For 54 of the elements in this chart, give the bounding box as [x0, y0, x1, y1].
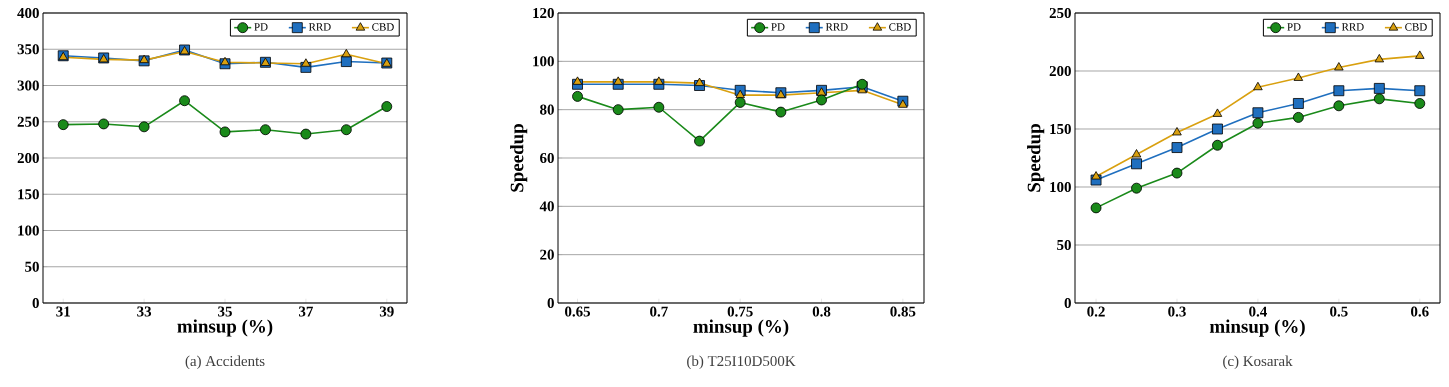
y-tick-label: 120 — [533, 7, 554, 19]
x-axis-title: minsup (%) — [693, 319, 789, 337]
y-tick-label: 0 — [547, 297, 554, 309]
x-axis-title: minsup (%) — [1209, 319, 1305, 337]
x-tick-label: 31 — [56, 306, 70, 317]
legend-label: CBD — [1405, 23, 1427, 31]
x-tick-label: 0.75 — [727, 306, 753, 317]
y-tick-label: 150 — [1050, 123, 1071, 135]
y-tick-label: 100 — [533, 56, 554, 67]
y-tick-label: 200 — [17, 152, 39, 164]
y-tick-label: 200 — [1049, 65, 1071, 77]
legend-label: RRD — [308, 23, 331, 31]
x-tick-label: 0.85 — [890, 306, 916, 317]
y-tick-label: 100 — [18, 225, 39, 236]
legend-label: PD — [254, 23, 268, 31]
y-axis-title: Speedup — [1027, 124, 1045, 192]
y-tick-label: 60 — [540, 152, 554, 164]
y-tick-label: 40 — [539, 201, 554, 212]
x-tick-label: 0.3 — [1168, 306, 1186, 317]
x-tick-label: 33 — [137, 306, 152, 317]
y-tick-label: 250 — [17, 116, 39, 127]
text: (b) T25I10D500K — [687, 355, 796, 370]
x-tick-label: 0.2 — [1087, 306, 1105, 317]
x-axis-title: minsup (%) — [177, 319, 273, 337]
x-tick-label: 35 — [218, 306, 232, 317]
legend-label: PD — [771, 23, 785, 31]
x-tick-label: 0.8 — [812, 306, 831, 317]
y-tick-label: 50 — [25, 261, 39, 272]
x-tick-label: 0.65 — [565, 306, 591, 317]
legend-label: RRD — [825, 23, 848, 31]
x-tick-label: 0.6 — [1411, 306, 1429, 317]
y-tick-label: 50 — [1057, 239, 1071, 251]
y-tick-label: 100 — [1050, 181, 1071, 193]
x-tick-label: 0.7 — [650, 306, 668, 317]
y-tick-label: 150 — [18, 189, 39, 200]
y-tick-label: 80 — [540, 104, 554, 115]
y-tick-label: 250 — [1049, 7, 1071, 19]
x-tick-label: 39 — [379, 306, 394, 317]
text: (a) Accidents — [185, 355, 265, 370]
x-tick-label: 0.4 — [1249, 306, 1267, 317]
y-tick-label: 300 — [17, 80, 39, 91]
y-tick-label: 350 — [17, 44, 39, 55]
legend-label: PD — [1287, 23, 1301, 31]
x-tick-label: 0.5 — [1330, 306, 1348, 317]
text: (c) Kosarak — [1223, 355, 1293, 370]
y-tick-label: 400 — [17, 7, 39, 19]
legend-label: CBD — [372, 23, 394, 31]
legend-label: RRD — [1341, 23, 1364, 31]
x-tick-label: 37 — [298, 306, 313, 317]
y-tick-label: 20 — [540, 249, 554, 260]
y-tick-label: 0 — [1064, 297, 1071, 309]
legend-label: CBD — [889, 23, 911, 31]
y-axis-title: Speedup — [510, 124, 528, 192]
y-tick-label: 0 — [32, 297, 39, 309]
